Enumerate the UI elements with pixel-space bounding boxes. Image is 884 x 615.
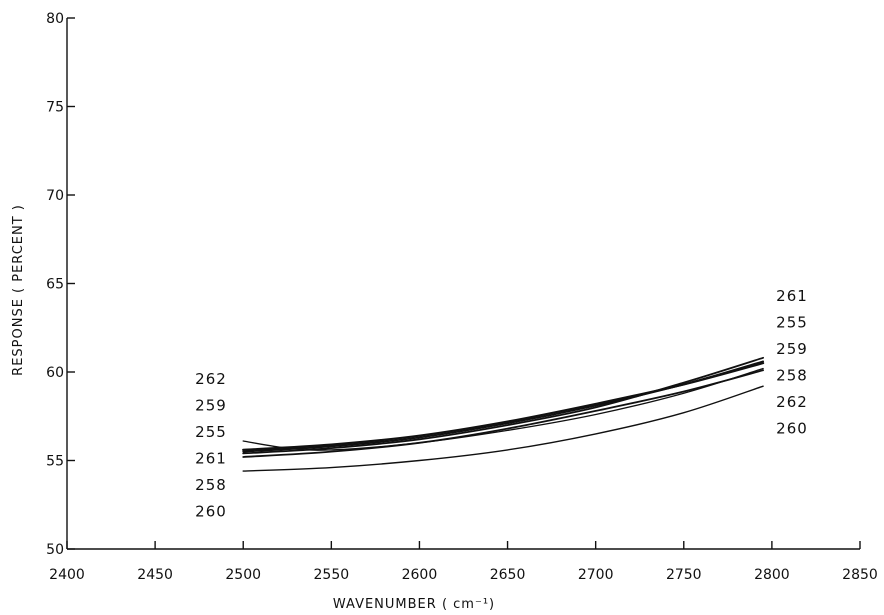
left-label-258: 258 bbox=[195, 476, 227, 494]
x-tick-label-2550: 2550 bbox=[314, 567, 350, 583]
series-line-259 bbox=[242, 362, 765, 451]
left-label-261: 261 bbox=[195, 450, 227, 468]
right-series-labels: 261 255 259 258 262 260 bbox=[776, 287, 808, 438]
series-line-262 bbox=[242, 367, 764, 451]
right-label-258: 258 bbox=[776, 367, 808, 385]
y-ticks: 50 55 60 65 70 75 80 bbox=[46, 11, 75, 558]
left-series-labels: 262 259 255 261 258 260 bbox=[195, 370, 227, 521]
left-label-260: 260 bbox=[195, 503, 227, 521]
left-label-259: 259 bbox=[195, 397, 227, 415]
series-line-255 bbox=[242, 360, 764, 453]
series-line-258 bbox=[242, 369, 764, 458]
y-axis-title: RESPONSE ( PERCENT ) bbox=[11, 204, 26, 376]
left-label-262: 262 bbox=[195, 370, 227, 388]
x-tick-label-2500: 2500 bbox=[225, 567, 261, 583]
x-tick-label-2750: 2750 bbox=[666, 567, 702, 583]
x-tick-label-2800: 2800 bbox=[754, 567, 790, 583]
right-label-255: 255 bbox=[776, 314, 808, 332]
left-label-255: 255 bbox=[195, 423, 227, 441]
right-label-262: 262 bbox=[776, 393, 808, 411]
y-tick-label-70: 70 bbox=[46, 188, 64, 204]
right-label-259: 259 bbox=[776, 340, 808, 358]
right-label-260: 260 bbox=[776, 420, 808, 438]
y-tick-label-55: 55 bbox=[46, 454, 64, 470]
y-tick-label-65: 65 bbox=[46, 277, 64, 293]
y-tick-label-60: 60 bbox=[46, 365, 64, 381]
series-lines bbox=[242, 356, 765, 472]
x-tick-label-2600: 2600 bbox=[402, 567, 438, 583]
x-tick-label-2400: 2400 bbox=[49, 567, 85, 583]
series-line-261 bbox=[242, 356, 764, 455]
y-tick-label-50: 50 bbox=[46, 542, 64, 558]
y-tick-label-75: 75 bbox=[46, 100, 64, 116]
x-tick-label-2850: 2850 bbox=[842, 567, 878, 583]
x-tick-label-2450: 2450 bbox=[137, 567, 173, 583]
x-tick-label-2650: 2650 bbox=[490, 567, 526, 583]
y-tick-label-80: 80 bbox=[46, 11, 64, 27]
x-tick-label-2700: 2700 bbox=[578, 567, 614, 583]
right-label-261: 261 bbox=[776, 287, 808, 305]
x-axis-title: WAVENUMBER ( cm⁻¹) bbox=[333, 597, 495, 612]
x-ticks: 2400 2450 2500 2550 2600 2650 2700 2750 2800 2850 bbox=[49, 541, 878, 583]
series-line-260 bbox=[242, 385, 764, 472]
